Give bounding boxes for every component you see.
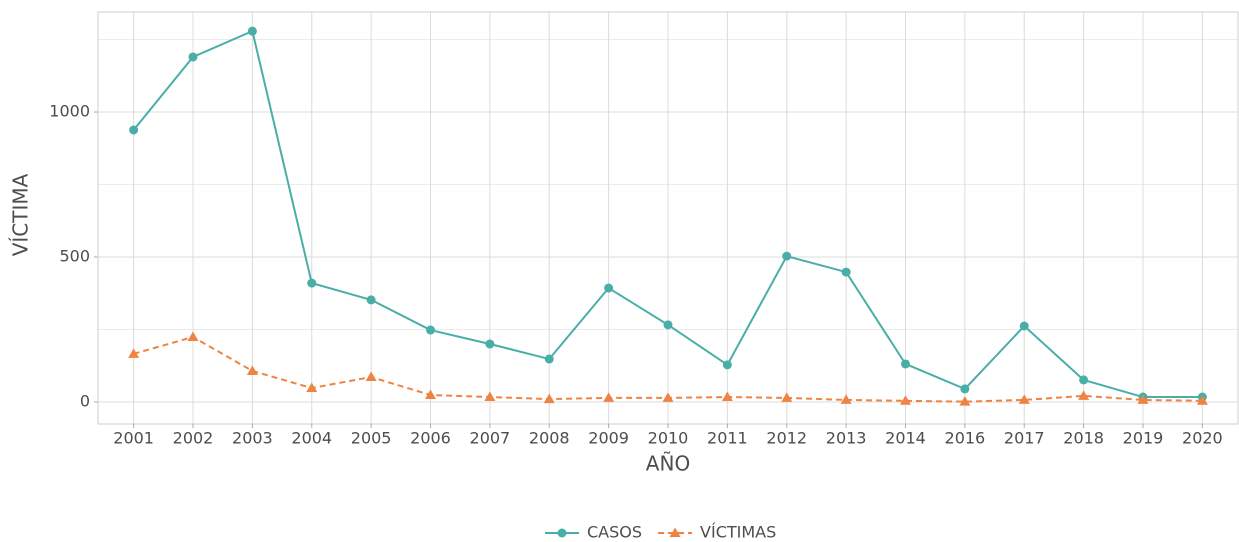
x-axis-title: AÑO — [646, 452, 690, 476]
x-tick-label: 2001 — [113, 429, 154, 448]
point — [1137, 394, 1149, 404]
point — [129, 125, 139, 135]
point — [1196, 395, 1208, 405]
x-tick-label: 2014 — [885, 429, 926, 448]
point — [722, 360, 732, 370]
x-tick-label: 2010 — [648, 429, 689, 448]
point — [781, 392, 793, 402]
point — [365, 371, 377, 382]
x-tick-label: 2006 — [410, 429, 451, 448]
point — [662, 392, 674, 402]
point — [1079, 375, 1089, 385]
y-tick-label: 0 — [80, 391, 90, 410]
point — [246, 365, 258, 375]
point — [485, 339, 495, 349]
x-tick-label: 2012 — [766, 429, 807, 448]
x-tick-label: 2019 — [1123, 429, 1164, 448]
point — [187, 331, 199, 342]
x-tick-label: 2009 — [588, 429, 629, 448]
point — [425, 389, 436, 400]
point — [426, 325, 435, 335]
point — [306, 382, 318, 393]
point — [1018, 394, 1030, 404]
legend-marker — [669, 527, 681, 537]
point — [1078, 390, 1090, 400]
point — [959, 396, 971, 406]
point — [782, 251, 792, 261]
x-tick-label: 2017 — [1004, 429, 1045, 448]
point — [188, 52, 198, 62]
point — [960, 384, 970, 394]
x-tick-label: 2005 — [351, 429, 392, 448]
point — [840, 394, 852, 404]
point — [307, 278, 317, 288]
x-tick-label: 2013 — [826, 429, 867, 448]
point — [603, 392, 615, 402]
point — [604, 283, 614, 293]
point — [901, 359, 910, 369]
x-tick-label: 2007 — [470, 429, 511, 448]
point — [900, 395, 911, 405]
point — [484, 391, 496, 402]
point — [366, 295, 376, 305]
x-tick-label: 2003 — [232, 429, 273, 448]
legend-label: CASOS — [587, 523, 642, 542]
legend-label: VÍCTIMAS — [700, 523, 776, 542]
legend-marker — [557, 528, 567, 538]
y-tick-label: 500 — [59, 246, 90, 265]
x-tick-label: 2002 — [173, 429, 214, 448]
point — [544, 354, 554, 364]
point — [721, 391, 733, 402]
y-tick-label: 1000 — [49, 102, 90, 121]
x-tick-label: 2004 — [291, 429, 332, 448]
point — [1019, 321, 1029, 331]
point — [247, 26, 257, 36]
point — [128, 348, 140, 358]
x-tick-label: 2018 — [1063, 429, 1104, 448]
x-tick-label: 2008 — [529, 429, 570, 448]
x-tick-label: 2011 — [707, 429, 748, 448]
point — [663, 320, 673, 330]
y-axis-title: VÍCTIMA — [9, 173, 33, 256]
x-tick-label: 2020 — [1182, 429, 1223, 448]
point — [841, 267, 851, 277]
point — [543, 393, 555, 404]
x-tick-label: 2016 — [945, 429, 986, 448]
